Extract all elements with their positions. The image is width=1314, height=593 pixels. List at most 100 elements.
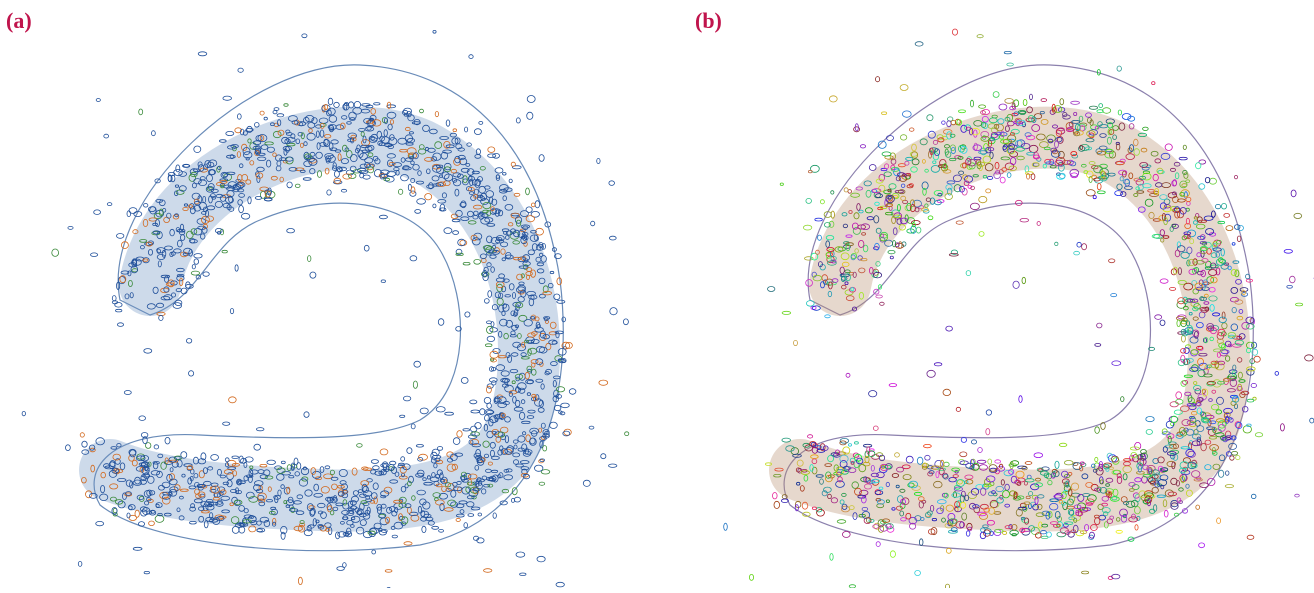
cell <box>949 254 958 257</box>
cell <box>890 551 895 558</box>
cell <box>1077 242 1081 247</box>
cell <box>420 408 428 414</box>
cell <box>281 461 285 464</box>
cell <box>1294 213 1302 218</box>
cell <box>232 456 239 458</box>
cell <box>433 204 436 208</box>
cell <box>463 262 470 265</box>
cell <box>803 225 811 230</box>
cell <box>971 440 976 444</box>
cell <box>876 542 880 547</box>
cell <box>334 102 340 107</box>
cell <box>970 100 973 107</box>
cell <box>503 173 507 176</box>
cell <box>1170 287 1176 290</box>
cell <box>1280 424 1284 431</box>
cell <box>155 515 164 522</box>
cell <box>601 454 606 459</box>
cell <box>468 514 474 517</box>
cell <box>230 309 233 314</box>
cell <box>919 539 923 546</box>
cell <box>966 271 971 276</box>
cell <box>139 416 146 421</box>
cell <box>1217 518 1221 524</box>
cell <box>1000 177 1005 183</box>
cell <box>453 231 459 235</box>
cell <box>978 448 983 453</box>
cell <box>194 254 202 258</box>
cell <box>1290 276 1296 283</box>
cell <box>554 405 561 410</box>
cell <box>420 109 424 113</box>
cell <box>186 339 191 344</box>
cell <box>392 535 397 538</box>
cell <box>189 371 194 376</box>
cell <box>1199 543 1205 548</box>
cell <box>1247 535 1254 539</box>
segmentation-image <box>22 30 629 588</box>
cell <box>284 104 288 107</box>
cell <box>410 256 417 261</box>
cell <box>1255 433 1262 437</box>
cell <box>1135 525 1138 530</box>
cell <box>478 513 482 516</box>
cell <box>1155 315 1162 320</box>
cell <box>1074 251 1080 255</box>
cell <box>460 240 467 245</box>
cell <box>256 428 264 431</box>
cell <box>80 433 84 437</box>
cell <box>1095 344 1101 347</box>
cell <box>1118 110 1121 115</box>
cell <box>374 103 380 105</box>
cell <box>457 431 462 438</box>
cell <box>812 507 816 509</box>
cell <box>917 457 923 464</box>
cell <box>1089 106 1097 109</box>
cell <box>943 389 951 395</box>
cell <box>327 190 331 195</box>
cell <box>364 245 369 251</box>
cell <box>117 323 123 327</box>
cell <box>561 403 570 408</box>
cell <box>363 175 370 179</box>
cell <box>1152 82 1155 85</box>
cell <box>461 377 468 383</box>
cell <box>1310 418 1314 423</box>
cell <box>925 455 930 460</box>
cell <box>191 271 199 275</box>
cell <box>539 155 544 162</box>
cell <box>900 85 908 91</box>
cell <box>1071 173 1078 178</box>
cell <box>1177 320 1180 327</box>
cell <box>1055 242 1058 245</box>
cell <box>181 452 187 459</box>
cell <box>906 456 913 463</box>
cell <box>1103 108 1111 114</box>
cell <box>946 326 953 331</box>
cell <box>144 204 148 208</box>
cell <box>381 280 385 283</box>
cell <box>915 42 923 46</box>
cell <box>986 410 991 415</box>
cell <box>341 189 346 192</box>
cell <box>154 445 159 449</box>
cell <box>235 265 238 271</box>
cell <box>854 442 858 444</box>
cell <box>222 250 227 253</box>
cell <box>1296 303 1303 306</box>
cell <box>1064 461 1073 465</box>
cell <box>1236 456 1240 460</box>
cell <box>1196 163 1201 169</box>
cell <box>303 178 311 181</box>
cell <box>310 272 316 278</box>
cell <box>416 445 423 448</box>
cell <box>540 459 545 462</box>
cell <box>433 30 436 33</box>
cell <box>993 92 999 98</box>
cell <box>1095 457 1098 461</box>
cell <box>403 396 410 401</box>
cell <box>1251 494 1256 498</box>
cell <box>116 309 122 312</box>
cell <box>138 522 144 527</box>
cell <box>488 147 495 153</box>
